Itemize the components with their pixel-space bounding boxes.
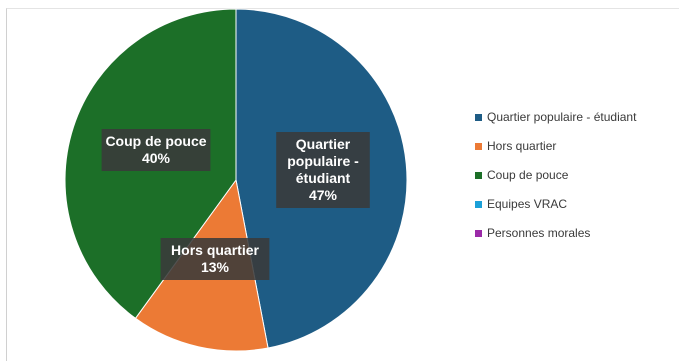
chart-frame — [6, 8, 679, 361]
legend-item-0: Quartier populaire - étudiant — [475, 110, 637, 124]
chart-legend: Quartier populaire - étudiant Hors quarti… — [475, 110, 637, 240]
legend-item-4: Personnes morales — [475, 226, 590, 240]
data-label-text-0-2: étudiant — [296, 170, 351, 186]
data-label-text-0-1: populaire - — [287, 153, 359, 169]
legend-swatch-2 — [475, 172, 482, 179]
legend-swatch-4 — [475, 230, 482, 237]
legend-swatch-3 — [475, 201, 482, 208]
legend-swatch-1 — [475, 143, 482, 150]
legend-label-1: Hors quartier — [487, 139, 556, 153]
data-label-text-0-3: 47% — [309, 187, 338, 203]
legend-label-2: Coup de pouce — [487, 168, 569, 182]
cropped-header-strip — [0, 0, 688, 7]
data-label-box-1 — [160, 238, 270, 280]
legend-item-2: Coup de pouce — [475, 168, 569, 182]
data-label-box-2 — [101, 129, 211, 171]
legend-label-3: Equipes VRAC — [487, 197, 567, 211]
data-label-text-0-0: Quartier — [296, 136, 351, 152]
data-label-text-2-0: Coup de pouce — [105, 133, 206, 149]
data-label-text-1-1: 13% — [201, 259, 230, 275]
data-label-text-1-0: Hors quartier — [171, 242, 259, 258]
legend-item-3: Equipes VRAC — [475, 197, 567, 211]
legend-swatch-0 — [475, 114, 482, 121]
legend-label-4: Personnes morales — [487, 226, 590, 240]
legend-item-1: Hors quartier — [475, 139, 556, 153]
data-label-box-0 — [276, 132, 370, 208]
data-label-text-2-1: 40% — [142, 150, 171, 166]
legend-label-0: Quartier populaire - étudiant — [487, 110, 637, 124]
